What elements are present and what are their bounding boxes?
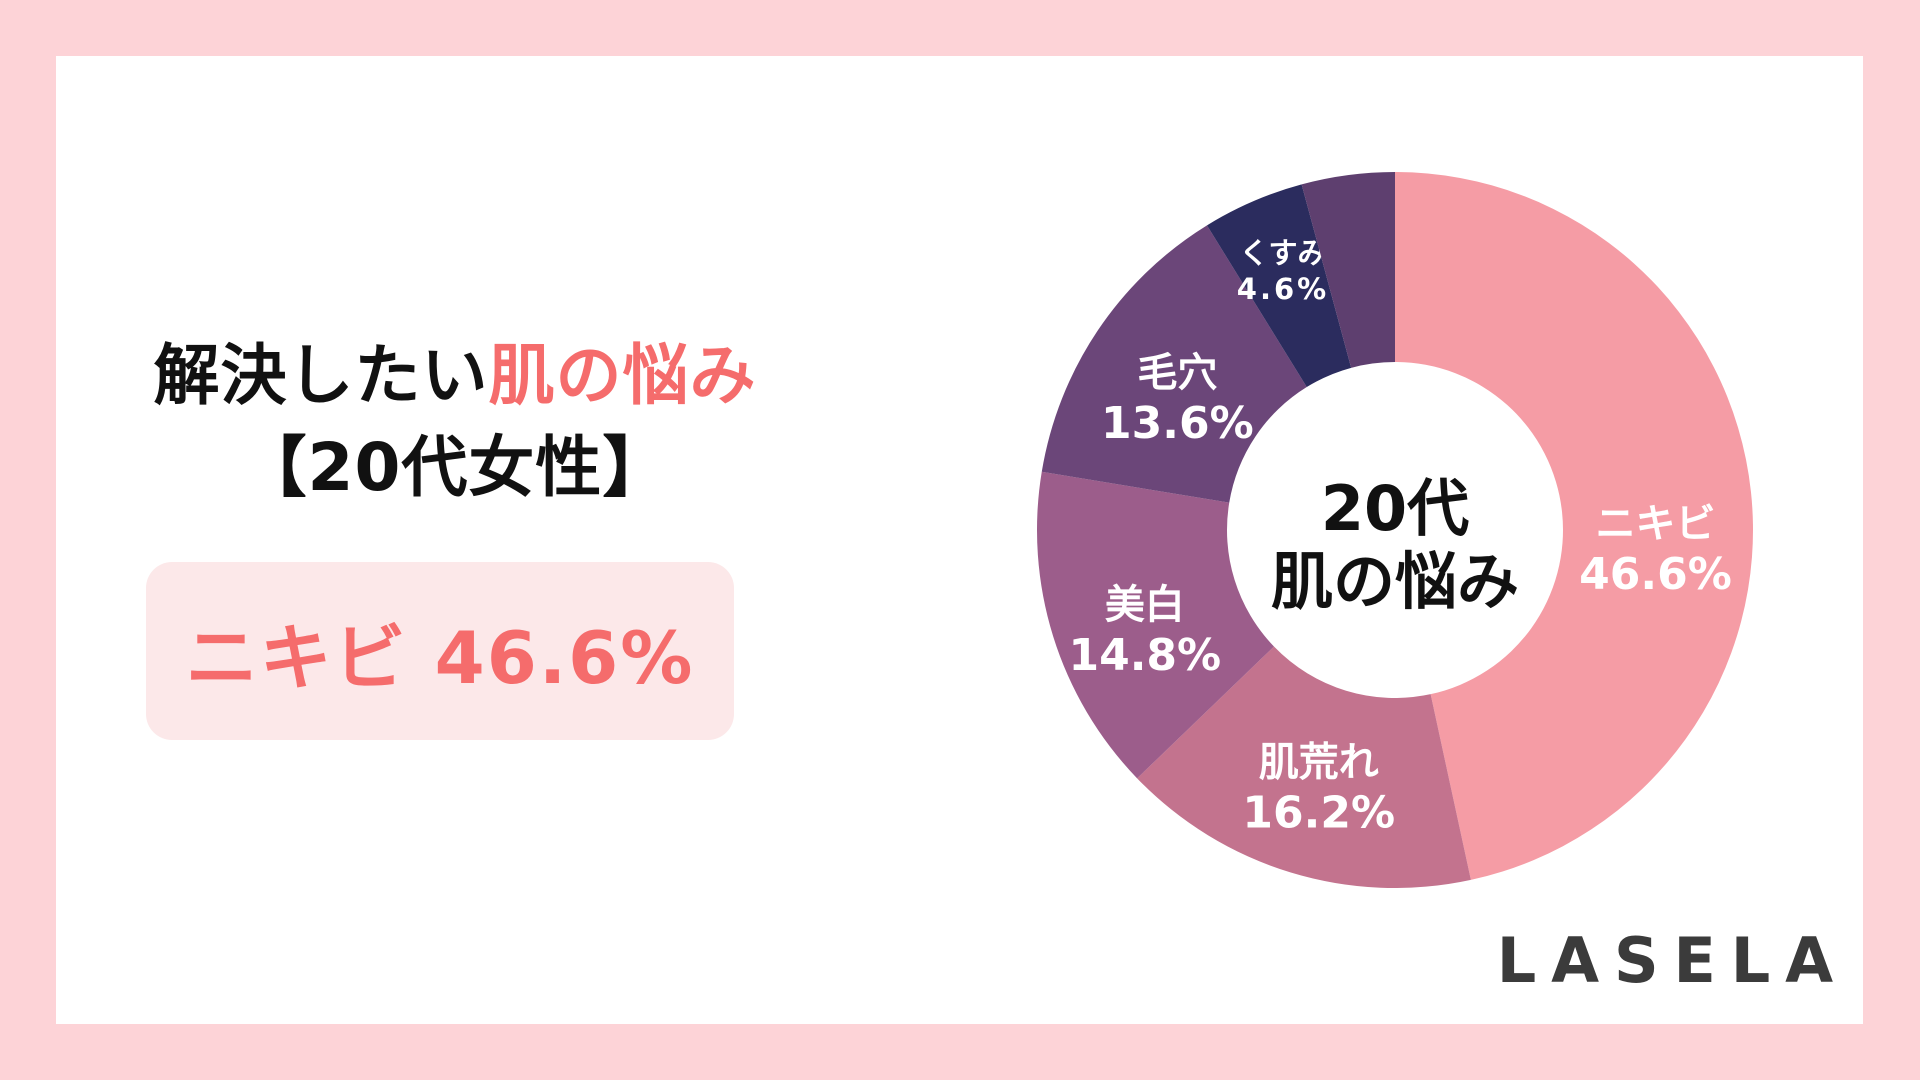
title-line2: 【20代女性】 <box>240 429 670 507</box>
center-label-line2: 肌の悩み <box>1270 545 1520 618</box>
title-line1-black: 解決したい <box>153 337 489 414</box>
donut-segment-3 <box>1041 225 1307 503</box>
highlight-badge: ニキビ 46.6% <box>146 562 734 740</box>
page-title: 解決したい肌の悩み 【20代女性】 <box>100 330 810 515</box>
donut-segment-label-4: くすみ 4.6% <box>1237 236 1329 306</box>
donut-segment-5 <box>1301 172 1395 368</box>
donut-segment-4 <box>1206 184 1352 388</box>
highlight-text: ニキビ 46.6% <box>185 615 695 700</box>
brand-logo: LASELA <box>1496 924 1848 997</box>
donut-segment-label-0: ニキビ 46.6% <box>1579 501 1732 600</box>
donut-segment-label-1: 肌荒れ 16.2% <box>1242 740 1395 839</box>
donut-segment-2 <box>1037 471 1274 779</box>
title-line1: 解決したい肌の悩み <box>100 330 810 422</box>
title-line1-accent: 肌の悩み <box>488 337 757 414</box>
donut-segment-label-2: 美白 14.8% <box>1068 582 1221 681</box>
donut-center-label: 20代 肌の悩み <box>1271 472 1519 618</box>
center-label-line1: 20代 <box>1320 471 1470 545</box>
donut-segment-label-3: 毛穴 13.6% <box>1101 350 1254 449</box>
donut-segment-1 <box>1137 646 1471 888</box>
donut-segment-0 <box>1395 172 1753 880</box>
